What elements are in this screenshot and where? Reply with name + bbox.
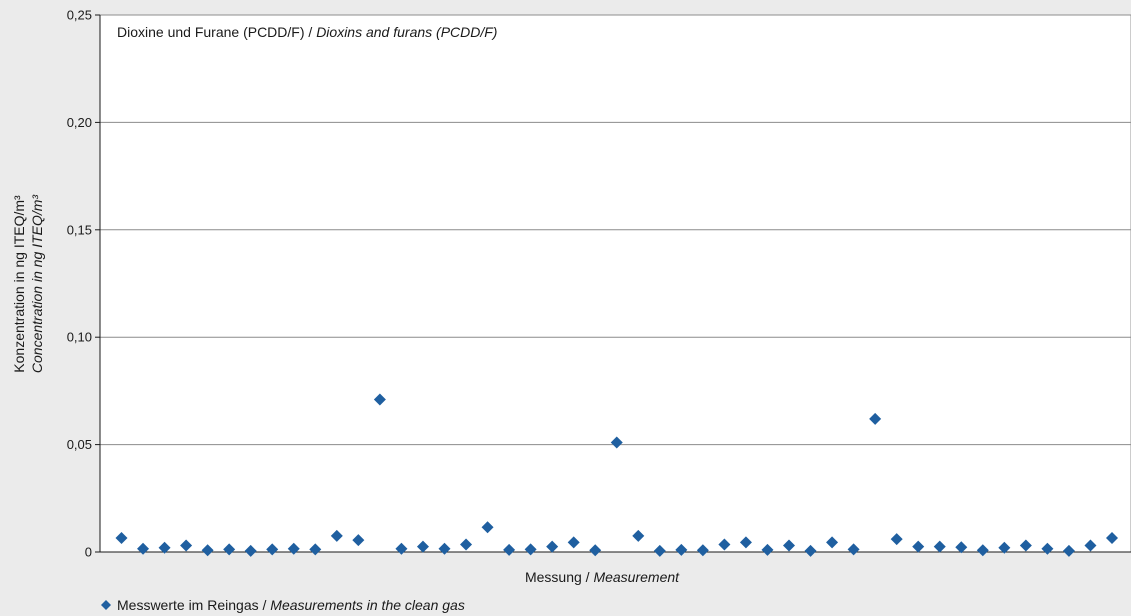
data-point (912, 540, 925, 553)
data-point (373, 393, 386, 406)
chart-title-separator: / (305, 24, 317, 40)
data-point (481, 521, 494, 534)
plot-area (99, 14, 1131, 553)
data-point (223, 543, 236, 556)
chart-title-en: Dioxins and furans (PCDD/F) (316, 24, 497, 40)
data-point (589, 544, 602, 557)
data-point (546, 540, 559, 553)
data-point (137, 542, 150, 555)
data-point (1019, 539, 1032, 552)
y-axis-label-de: Konzentration in ng ITEQ/m³ (11, 195, 27, 373)
data-point (266, 543, 279, 556)
y-axis-label-en: Concentration in ng ITEQ/m³ (29, 195, 45, 374)
data-point (1062, 544, 1075, 557)
x-axis-label-en: Measurement (593, 569, 680, 585)
data-point (416, 540, 429, 553)
data-point (438, 542, 451, 555)
y-tick-label: 0,10 (67, 330, 92, 345)
data-point (567, 536, 580, 549)
data-point (610, 436, 623, 449)
legend-label-separator: / (259, 597, 271, 613)
data-point (244, 544, 257, 557)
x-axis-label-separator: / (582, 569, 594, 585)
legend-label-de: Messwerte im Reingas (117, 597, 259, 613)
data-point (804, 544, 817, 557)
x-axis-label-de: Messung (525, 569, 582, 585)
legend: Messwerte im Reingas / Measurements in t… (101, 597, 465, 613)
data-point (675, 543, 688, 556)
data-point (998, 541, 1011, 554)
y-axis-label: Konzentration in ng ITEQ/m³ Concentratio… (11, 195, 45, 374)
data-point (395, 542, 408, 555)
legend-marker-diamond-icon (101, 600, 111, 610)
data-point (309, 543, 322, 556)
chart-title: Dioxine und Furane (PCDD/F) / Dioxins an… (117, 24, 497, 40)
data-point (761, 543, 774, 556)
gridlines (100, 14, 1131, 446)
data-point (933, 540, 946, 553)
data-point (330, 529, 343, 542)
data-point (460, 538, 473, 551)
data-point (976, 544, 989, 557)
data-point (503, 543, 516, 556)
data-point (847, 543, 860, 556)
x-axis-label: Messung / Measurement (525, 569, 680, 585)
data-point (1106, 532, 1118, 545)
data-points (115, 393, 1118, 557)
data-point (1084, 539, 1097, 552)
chart-title-de: Dioxine und Furane (PCDD/F) (117, 24, 305, 40)
data-point (869, 412, 882, 425)
data-point (115, 532, 128, 545)
y-tick-label: 0,20 (67, 115, 92, 130)
data-point (826, 536, 839, 549)
data-point (783, 539, 796, 552)
data-point (158, 541, 171, 554)
data-point (287, 542, 300, 555)
data-point (739, 536, 752, 549)
data-point (653, 544, 666, 557)
data-point (955, 541, 968, 554)
y-tick-label: 0,25 (67, 8, 92, 23)
y-tick-label: 0,05 (67, 437, 92, 452)
data-point (201, 544, 214, 557)
data-point (890, 533, 903, 546)
data-point (632, 529, 645, 542)
legend-label-en: Measurements in the clean gas (270, 597, 465, 613)
data-point (180, 539, 193, 552)
data-point (352, 534, 365, 547)
data-point (696, 544, 709, 557)
legend-label: Messwerte im Reingas / Measurements in t… (117, 597, 465, 613)
y-tick-label: 0 (85, 545, 92, 560)
data-point (524, 543, 537, 556)
data-point (718, 538, 731, 551)
y-axis-ticks: 0 0,05 0,10 0,15 0,20 0,25 (67, 8, 100, 560)
data-point (1041, 542, 1054, 555)
y-tick-label: 0,15 (67, 222, 92, 237)
